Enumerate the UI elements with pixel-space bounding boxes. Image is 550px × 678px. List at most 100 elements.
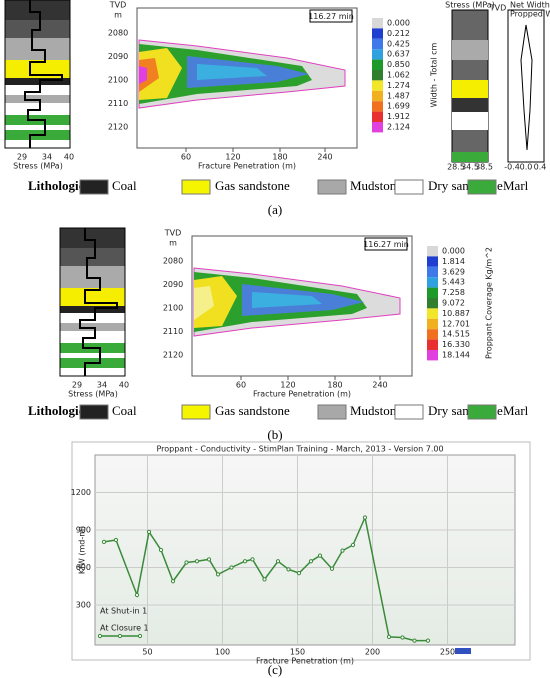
scale-swatch bbox=[372, 59, 383, 70]
scale-swatch bbox=[427, 329, 438, 340]
scale-label: 0.000 bbox=[387, 19, 410, 28]
scale-label: 18.144 bbox=[442, 351, 470, 360]
legend-swatch bbox=[394, 179, 424, 195]
legend-label: Marl bbox=[503, 178, 529, 193]
depth-label: 2090 bbox=[108, 52, 128, 61]
fracture-map bbox=[138, 39, 346, 109]
data-point bbox=[400, 635, 405, 640]
side-band bbox=[452, 152, 488, 162]
caption-a: (a) bbox=[268, 202, 282, 217]
side-tick: 0.0 bbox=[520, 163, 533, 172]
y-tick-label: 300 bbox=[76, 601, 91, 610]
lithology-band bbox=[60, 228, 125, 248]
data-point bbox=[194, 559, 200, 564]
depth-label: 2110 bbox=[163, 327, 183, 336]
data-point bbox=[296, 571, 302, 576]
x-tick-label: 250 bbox=[440, 648, 455, 657]
scale-label: 0.000 bbox=[442, 247, 465, 256]
scale-swatch bbox=[427, 287, 438, 298]
scale-swatch bbox=[372, 90, 383, 102]
side-label: TVD bbox=[489, 4, 507, 13]
legend-swatch bbox=[467, 179, 497, 195]
scale-swatch bbox=[427, 298, 438, 309]
legend-label: Marl bbox=[503, 403, 529, 418]
stress-axis-label: Stress (MPa) bbox=[13, 162, 63, 171]
stress-log-frame bbox=[4, 0, 71, 149]
fracture-map bbox=[193, 267, 401, 337]
x-tick-label: 200 bbox=[365, 648, 380, 657]
data-point bbox=[215, 572, 221, 577]
x-axis-label: Fracture Penetration (m) bbox=[198, 162, 296, 171]
legend-marker bbox=[117, 633, 123, 639]
y-tick-label: 900 bbox=[76, 526, 91, 535]
fracture-zone bbox=[197, 64, 267, 80]
data-point bbox=[262, 577, 267, 582]
scale-label: 1.487 bbox=[387, 91, 410, 100]
scale-label: 2.124 bbox=[387, 123, 410, 132]
legend-label: Mudstone bbox=[350, 403, 402, 418]
depth-label: 2090 bbox=[163, 280, 183, 289]
scale-axis-label: Width - Total cm bbox=[430, 42, 439, 107]
legend-swatch bbox=[394, 404, 424, 420]
data-point bbox=[170, 579, 176, 584]
lithology-band bbox=[5, 0, 70, 20]
chart-title: Proppant - Conductivity - StimPlan Train… bbox=[156, 445, 443, 454]
scale-swatch bbox=[427, 246, 438, 257]
lithology-band bbox=[60, 306, 125, 313]
scale-swatch bbox=[372, 111, 383, 122]
scale-label: 5.443 bbox=[442, 278, 465, 287]
scale-label: 1.699 bbox=[387, 102, 410, 111]
y-tick-label: 600 bbox=[76, 563, 91, 572]
scale-label: 1.274 bbox=[387, 81, 410, 90]
scale-label: 0.637 bbox=[387, 50, 410, 59]
data-point bbox=[317, 553, 323, 558]
lithology-band bbox=[5, 85, 70, 95]
x-tick-label: 150 bbox=[290, 648, 305, 657]
lithology-band bbox=[60, 353, 125, 358]
data-point bbox=[386, 634, 392, 639]
legend-swatch bbox=[317, 179, 347, 195]
data-point bbox=[286, 567, 291, 572]
x-tick-label: 100 bbox=[215, 648, 230, 657]
scale-label: 0.850 bbox=[387, 60, 410, 69]
legend-swatch bbox=[181, 404, 211, 420]
scale-swatch bbox=[372, 49, 383, 60]
side-tick: 34.5 bbox=[461, 163, 479, 172]
scale-swatch bbox=[427, 277, 438, 288]
data-point bbox=[425, 638, 431, 643]
data-point bbox=[134, 592, 140, 598]
lithology-band bbox=[5, 60, 70, 78]
scale-label: 12.701 bbox=[442, 319, 470, 328]
tvd-label: TVD bbox=[164, 229, 182, 238]
scale-swatch bbox=[372, 18, 383, 29]
legend-marker bbox=[97, 633, 103, 639]
scale-label: 7.258 bbox=[442, 288, 465, 297]
annotation: At Shut-in 1 bbox=[100, 607, 147, 616]
caption-c: (c) bbox=[268, 662, 282, 677]
fracture-zone bbox=[252, 292, 322, 308]
side-tick: -0.4 bbox=[504, 163, 520, 172]
side-tick: 0.4 bbox=[534, 163, 547, 172]
caption-b: (b) bbox=[267, 427, 282, 442]
depth-label: 2110 bbox=[108, 99, 128, 108]
data-point bbox=[146, 529, 152, 534]
stress-tick-label: 29 bbox=[17, 153, 27, 162]
scale-swatch bbox=[427, 256, 438, 267]
stress-curve bbox=[24, 0, 63, 148]
stress-tick-label: 34 bbox=[42, 153, 52, 162]
scale-swatch bbox=[372, 70, 383, 81]
tvd-label: TVD bbox=[109, 1, 127, 10]
data-point bbox=[308, 559, 314, 564]
legend-swatch bbox=[79, 404, 109, 420]
y-tick-label: 1200 bbox=[71, 488, 91, 497]
scale-label: 1.062 bbox=[387, 71, 410, 80]
scale-label: 9.072 bbox=[442, 299, 465, 308]
scale-label: 1.814 bbox=[442, 257, 465, 266]
side-band bbox=[452, 40, 488, 60]
lithology-band bbox=[60, 313, 125, 323]
stress-tick-label: 40 bbox=[64, 153, 74, 162]
data-point bbox=[340, 548, 345, 553]
depth-label: 2080 bbox=[108, 29, 128, 38]
time-box bbox=[309, 9, 353, 23]
